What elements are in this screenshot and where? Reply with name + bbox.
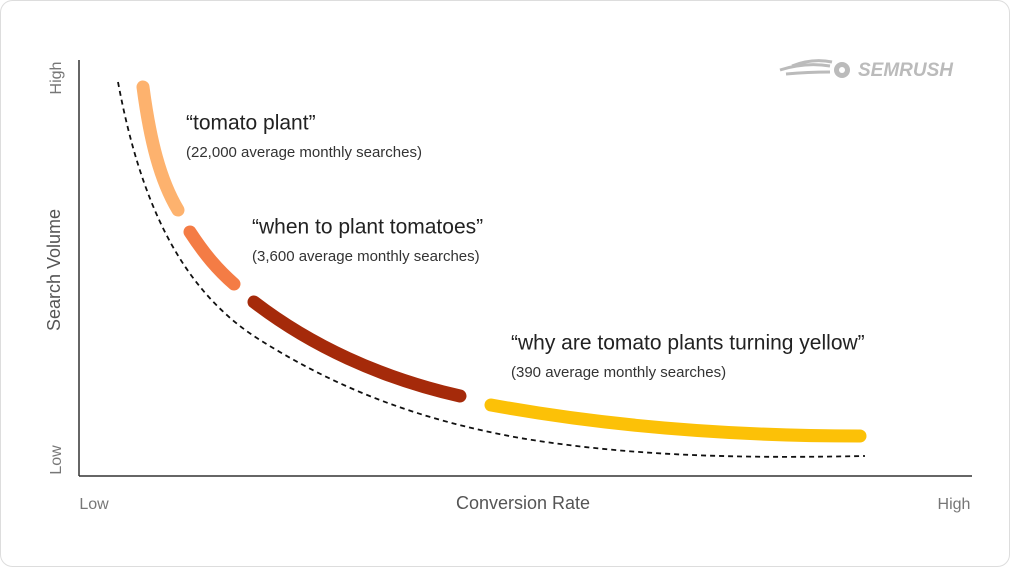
- y-high: High: [48, 62, 65, 95]
- logo-flame: [779, 59, 833, 76]
- annotation-title: “why are tomato plants turning yellow”: [511, 332, 865, 355]
- annotation-subtitle: (390 average monthly searches): [511, 364, 726, 381]
- curve-segment: [484, 398, 867, 443]
- x-label: Conversion Rate: [456, 493, 590, 513]
- x-high: High: [938, 496, 971, 513]
- y-label: Search Volume: [44, 209, 64, 331]
- annotation-subtitle: (3,600 average monthly searches): [252, 248, 480, 265]
- annotation-subtitle: (22,000 average monthly searches): [186, 144, 422, 161]
- x-low: Low: [79, 496, 109, 513]
- curve-segment: [183, 225, 241, 291]
- annotation-title: “tomato plant”: [186, 112, 316, 135]
- y-low: Low: [48, 445, 65, 475]
- logo-dot: [839, 67, 845, 73]
- annotation-title: “when to plant tomatoes”: [252, 216, 483, 239]
- curve-segment: [136, 80, 185, 217]
- dashed-curve: [117, 81, 866, 458]
- logo: SEMRUSH: [779, 59, 954, 81]
- curve-segment: [247, 295, 467, 403]
- logo-text: SEMRUSH: [858, 60, 954, 81]
